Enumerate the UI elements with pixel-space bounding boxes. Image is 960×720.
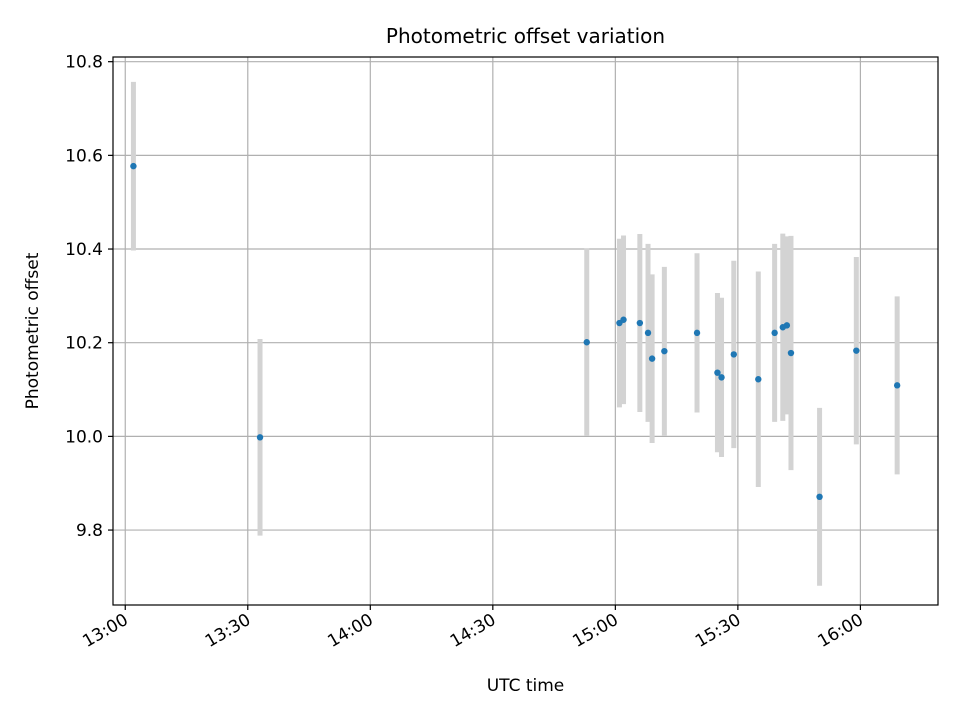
data-point: [787, 349, 795, 357]
data-point: [256, 434, 264, 441]
y-tick-label: 9.8: [76, 521, 103, 541]
y-tick-label: 10.0: [65, 427, 103, 447]
data-point: [714, 369, 721, 376]
x-axis-ticks: 13:00 13:30 14:00 14:30 15:00 15:30 16:00: [79, 605, 867, 652]
data-point: [893, 382, 901, 389]
data-point: [693, 329, 701, 337]
data-point: [755, 376, 762, 383]
data-point: [730, 351, 737, 358]
y-tick-label: 10.4: [65, 240, 103, 260]
data-point: [583, 339, 590, 346]
x-tick-label: 15:00: [569, 610, 621, 652]
data-point: [661, 347, 668, 355]
data-point: [130, 162, 137, 170]
y-tick-label: 10.8: [65, 53, 103, 73]
chart-title: Photometric offset variation: [386, 24, 665, 48]
y-tick-label: 10.2: [65, 334, 103, 354]
x-axis-label: UTC time: [487, 676, 565, 696]
y-axis-label: Photometric offset: [23, 252, 43, 409]
x-tick-label: 13:00: [79, 610, 131, 652]
data-point: [620, 316, 627, 323]
data-point: [783, 322, 791, 329]
data-points: [130, 162, 901, 501]
x-tick-label: 13:30: [202, 610, 254, 652]
x-tick-label: 14:00: [324, 610, 376, 652]
data-point: [853, 347, 860, 354]
plot-frame: [112, 56, 939, 606]
data-point: [648, 355, 656, 362]
data-point: [636, 319, 644, 327]
data-point: [816, 493, 823, 501]
x-tick-label: 16:00: [814, 610, 866, 652]
x-tick-label: 15:30: [692, 610, 744, 652]
data-point: [644, 329, 652, 337]
y-axis-ticks: 9.8 10.0 10.2 10.4 10.6 10.8: [65, 53, 113, 541]
data-point: [718, 374, 725, 381]
x-tick-label: 14:30: [447, 610, 499, 652]
grid: [113, 57, 938, 605]
y-tick-label: 10.6: [65, 146, 103, 166]
data-point: [771, 329, 778, 337]
